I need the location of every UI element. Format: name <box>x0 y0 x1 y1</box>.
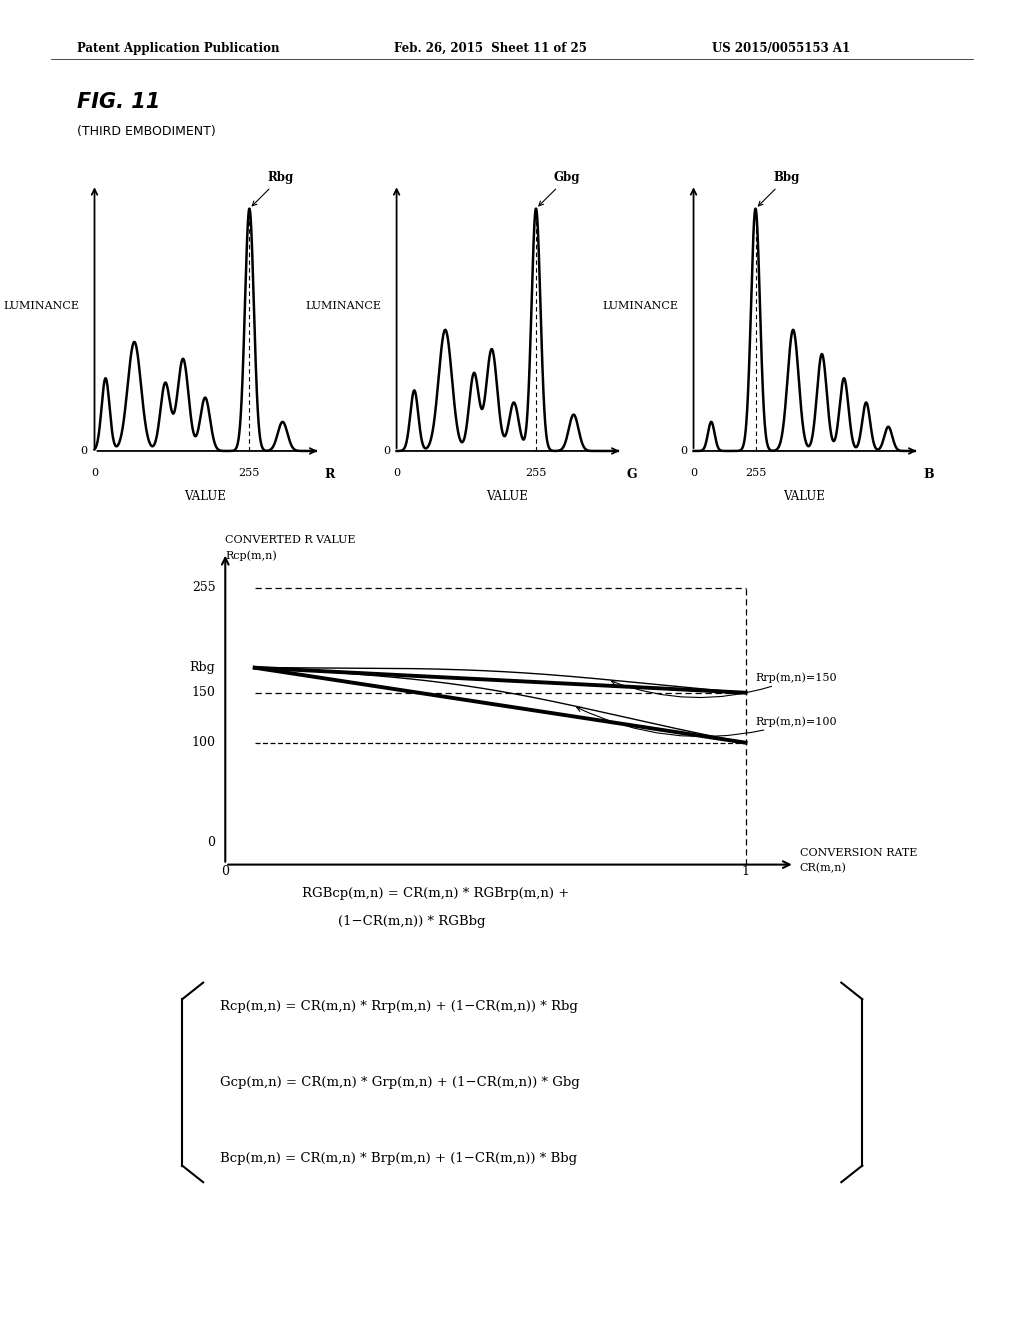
Text: 255: 255 <box>191 581 215 594</box>
Text: 0: 0 <box>383 446 390 455</box>
Text: RGBcp(m,n) = CR(m,n) * RGBrp(m,n) +: RGBcp(m,n) = CR(m,n) * RGBrp(m,n) + <box>302 887 569 900</box>
Text: 0: 0 <box>690 467 697 478</box>
Text: 1: 1 <box>741 865 750 878</box>
Text: 0: 0 <box>393 467 400 478</box>
Text: Patent Application Publication: Patent Application Publication <box>77 42 280 55</box>
Text: (1−CR(m,n)) * RGBbg: (1−CR(m,n)) * RGBbg <box>338 915 485 928</box>
Text: VALUE: VALUE <box>184 490 226 503</box>
Text: Bcp(m,n) = CR(m,n) * Brp(m,n) + (1−CR(m,n)) * Bbg: Bcp(m,n) = CR(m,n) * Brp(m,n) + (1−CR(m,… <box>220 1152 578 1166</box>
Text: LUMINANCE: LUMINANCE <box>602 301 678 310</box>
Text: Gcp(m,n) = CR(m,n) * Grp(m,n) + (1−CR(m,n)) * Gbg: Gcp(m,n) = CR(m,n) * Grp(m,n) + (1−CR(m,… <box>220 1076 580 1089</box>
Text: Rbg: Rbg <box>252 172 293 206</box>
Text: Gbg: Gbg <box>539 172 581 206</box>
Text: R: R <box>325 467 335 480</box>
Text: 100: 100 <box>191 737 215 750</box>
Text: 0: 0 <box>81 446 88 455</box>
Text: G: G <box>627 467 637 480</box>
Text: VALUE: VALUE <box>783 490 825 503</box>
Text: 0: 0 <box>208 836 215 849</box>
Text: VALUE: VALUE <box>486 490 528 503</box>
Text: 0: 0 <box>221 865 229 878</box>
Text: FIG. 11: FIG. 11 <box>77 92 160 112</box>
Text: Rbg: Rbg <box>189 661 215 675</box>
Text: 150: 150 <box>191 686 215 700</box>
Text: Feb. 26, 2015  Sheet 11 of 25: Feb. 26, 2015 Sheet 11 of 25 <box>394 42 587 55</box>
Text: 255: 255 <box>744 467 766 478</box>
Text: 255: 255 <box>239 467 260 478</box>
Text: (THIRD EMBODIMENT): (THIRD EMBODIMENT) <box>77 125 215 139</box>
Text: B: B <box>924 467 934 480</box>
Text: LUMINANCE: LUMINANCE <box>3 301 79 310</box>
Text: 0: 0 <box>680 446 687 455</box>
Text: Rrp(m,n)=150: Rrp(m,n)=150 <box>611 672 837 697</box>
Text: Rcp(m,n): Rcp(m,n) <box>225 550 278 561</box>
Text: CR(m,n): CR(m,n) <box>800 862 847 873</box>
Text: Rrp(m,n)=100: Rrp(m,n)=100 <box>577 708 837 737</box>
Text: CONVERSION RATE: CONVERSION RATE <box>800 847 916 858</box>
Text: 0: 0 <box>91 467 98 478</box>
Text: CONVERTED R VALUE: CONVERTED R VALUE <box>225 535 355 545</box>
Text: Rcp(m,n) = CR(m,n) * Rrp(m,n) + (1−CR(m,n)) * Rbg: Rcp(m,n) = CR(m,n) * Rrp(m,n) + (1−CR(m,… <box>220 999 578 1012</box>
Text: 255: 255 <box>525 467 547 478</box>
Text: Bbg: Bbg <box>759 172 800 206</box>
Text: US 2015/0055153 A1: US 2015/0055153 A1 <box>712 42 850 55</box>
Text: LUMINANCE: LUMINANCE <box>305 301 381 310</box>
